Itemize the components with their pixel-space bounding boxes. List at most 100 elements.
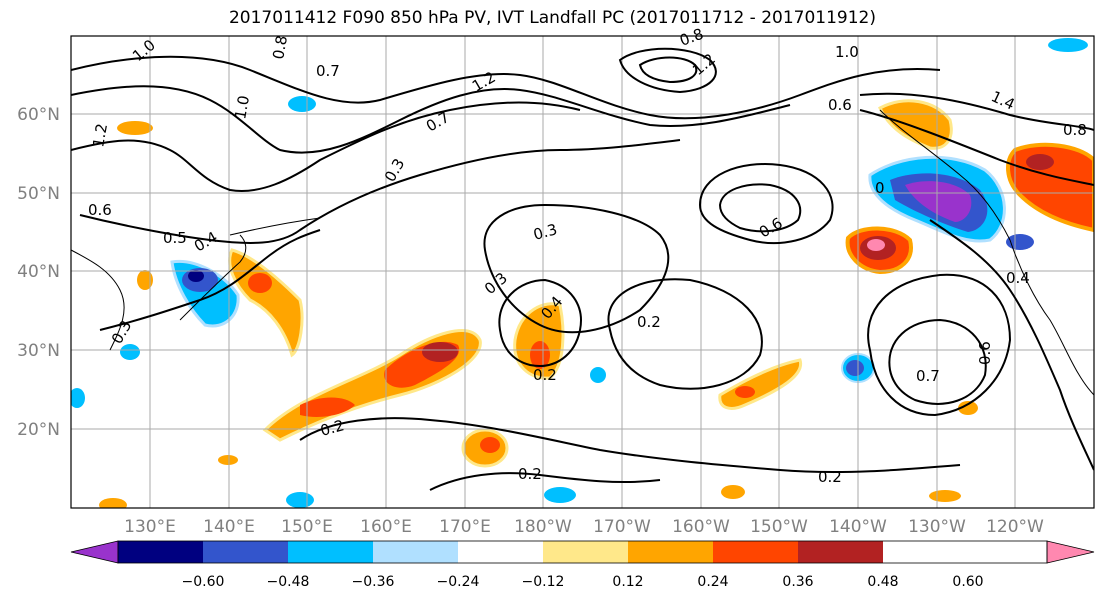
colorbar-tick-label: −0.24: [437, 574, 480, 590]
lon-tick-label: 160°W: [672, 517, 730, 537]
contour-label: 0.2: [518, 465, 542, 483]
positive-anomaly-blob: [929, 490, 961, 502]
positive-anomaly-dateline-core: [530, 341, 550, 369]
positive-anomaly-east-core: [735, 386, 755, 398]
contour-label: 0: [875, 179, 885, 197]
contour-label: 1.2: [89, 122, 111, 149]
negative-anomaly-blob: [288, 96, 316, 112]
lon-tick-label: 130°E: [124, 517, 176, 537]
contour-label: 1.0: [835, 43, 859, 61]
negative-anomaly-japan-peak: [188, 270, 204, 282]
lon-tick-label: 180°W: [514, 517, 572, 537]
lon-tick-label: 170°W: [593, 517, 651, 537]
pv-contours: [71, 47, 1094, 491]
negative-anomaly-bc-peak: [905, 181, 972, 222]
contour-label: 0.7: [423, 108, 453, 136]
colorbar-segment: [798, 541, 883, 563]
contour-label: 0.7: [316, 62, 340, 80]
positive-anomaly-peak: [422, 342, 458, 362]
contour-label: 0.3: [481, 269, 511, 298]
colorbar-segment: [203, 541, 288, 563]
positive-anomaly-blob: [218, 455, 238, 465]
contour-label: 0.7: [916, 367, 940, 385]
contour-label: 0.8: [677, 25, 706, 50]
positive-anomaly-blob: [958, 401, 978, 415]
positive-anomaly-gulf-peak: [867, 239, 885, 251]
contour-label: 0.8: [1063, 121, 1087, 139]
lon-tick-label: 170°E: [439, 517, 491, 537]
positive-anomaly-blob: [99, 498, 127, 508]
contour-label: 0.3: [531, 220, 559, 244]
lat-tick-label: 60°N: [17, 105, 60, 125]
latitude-labels: 60°N 50°N 40°N 30°N 20°N: [17, 105, 60, 440]
contour-label: 1.0: [231, 94, 253, 121]
negative-anomaly-blob: [544, 487, 576, 503]
colorbar-segment: [288, 541, 373, 563]
map-frame: [70, 35, 1095, 509]
colorbar-tick-label: 0.12: [612, 574, 643, 590]
colorbar-low-extension: [70, 540, 119, 564]
negative-anomaly-blob: [590, 367, 606, 383]
contour-label: 0.2: [533, 366, 557, 384]
positive-anomaly-subtropic-core: [480, 437, 500, 453]
contour-label: 0.2: [637, 313, 661, 331]
colorbar-tick-label: −0.12: [522, 574, 565, 590]
contour-label: 0.2: [318, 416, 346, 440]
colorbar-tick-label: −0.48: [267, 574, 310, 590]
colorbar-tick-label: −0.60: [182, 574, 225, 590]
contour-label: 1.0: [129, 36, 159, 65]
contour-label: 0.5: [163, 229, 187, 247]
lon-tick-label: 140°E: [203, 517, 255, 537]
contour-label: 0.4: [1006, 269, 1030, 287]
colorbar-tick-label: 0.36: [782, 574, 813, 590]
positive-anomaly-japan: [228, 248, 304, 358]
positive-anomaly-blob: [721, 485, 745, 499]
colorbar-segment: [628, 541, 713, 563]
lon-tick-label: 160°E: [360, 517, 412, 537]
lat-tick-label: 50°N: [17, 184, 60, 204]
negative-anomaly-blob: [71, 388, 85, 408]
positive-anomaly-blob: [137, 270, 153, 290]
negative-anomaly-blob: [120, 344, 140, 360]
contour-label: 0.6: [976, 341, 994, 365]
positive-anomaly-japan-core: [248, 273, 272, 293]
colorbar-frame: [117, 540, 1048, 564]
colorbar-segment: [713, 541, 798, 563]
map-title: 2017011412 F090 850 hPa PV, IVT Landfall…: [228, 8, 876, 28]
positive-anomaly-blob: [117, 121, 153, 135]
lon-tick-label: 140°W: [829, 517, 887, 537]
lon-tick-label: 120°W: [986, 517, 1044, 537]
lat-tick-label: 20°N: [17, 420, 60, 440]
lat-tick-label: 30°N: [17, 341, 60, 361]
negative-anomaly-blob-core: [846, 360, 864, 376]
colorbar-tick-label: −0.36: [352, 574, 395, 590]
contour-label: 0.4: [191, 228, 221, 256]
negative-anomaly-blob: [1048, 38, 1088, 52]
lon-tick-label: 150°E: [281, 517, 333, 537]
negative-anomaly-blob: [286, 492, 314, 508]
colorbar-tick-label: 0.24: [697, 574, 728, 590]
colorbar: −0.60 −0.48 −0.36 −0.24 −0.12 0.12 0.24 …: [70, 540, 1095, 590]
colorbar-segment: [118, 541, 203, 563]
colorbar-segment: [373, 541, 458, 563]
contour-label: 0.6: [828, 96, 852, 114]
positive-anomaly-tail: [300, 397, 355, 417]
colorbar-segment: [458, 541, 543, 563]
lon-tick-label: 130°W: [908, 517, 966, 537]
colorbar-tick-label: 0.60: [952, 574, 983, 590]
contour-label: 0.6: [756, 214, 786, 242]
colorbar-segment: [543, 541, 628, 563]
lat-tick-label: 40°N: [17, 262, 60, 282]
contour-label: 0.8: [269, 34, 291, 61]
graticule: [71, 36, 1094, 508]
colorbar-tick-label: 0.48: [867, 574, 898, 590]
positive-anomaly-pnw-core: [1026, 154, 1054, 170]
negative-anomaly-blob: [1006, 234, 1034, 250]
contour-label: 0.2: [818, 468, 842, 486]
positive-anomaly-dateline: [513, 302, 565, 380]
positive-anomaly-alaska: [878, 99, 953, 150]
positive-anomaly-east: [718, 358, 803, 410]
lon-tick-label: 150°W: [750, 517, 808, 537]
coastlines: [71, 109, 1094, 396]
